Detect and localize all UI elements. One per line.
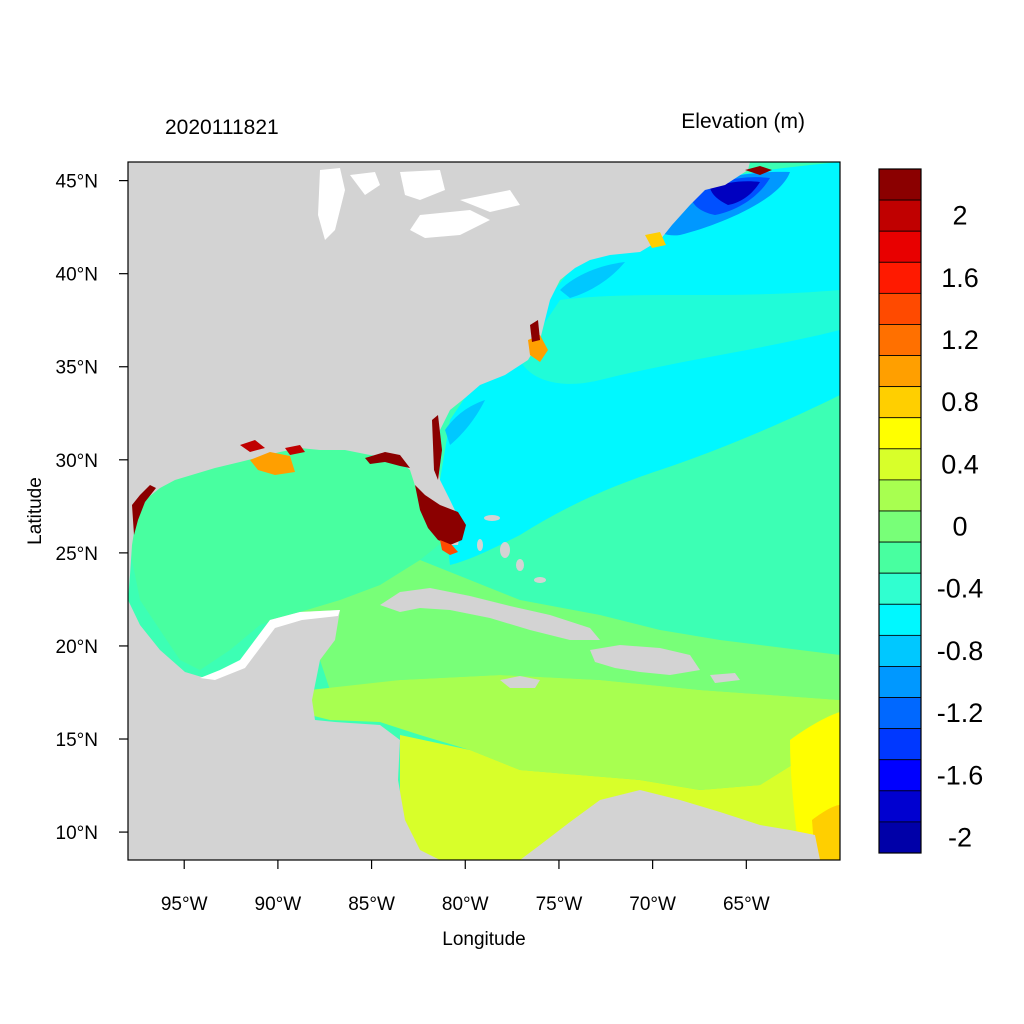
colorbar-labels: 2 1.6 1.2 0.8 0.4 0 -0.4 -0.8 -1.2 -1.6 -2	[937, 201, 984, 853]
colorbar-swatch	[878, 199, 922, 232]
yucatan-coast	[200, 610, 340, 680]
colorbar-label: -0.4	[937, 574, 984, 604]
colorbar-label: 1.6	[941, 263, 979, 293]
map-plot	[128, 162, 840, 860]
colorbar-swatch	[878, 324, 922, 356]
colorbar-label: -1.6	[937, 760, 984, 790]
colorbar-swatch	[878, 666, 922, 698]
colorbar-swatch	[878, 292, 922, 325]
longitude-axis: 95°W 90°W 85°W 80°W 75°W 70°W 65°W	[161, 860, 770, 915]
lon-tick-label: 90°W	[255, 894, 302, 915]
lat-tick-label: 45°N	[56, 172, 98, 193]
shelf-blue-se	[445, 400, 485, 445]
cape-cod-surge	[645, 232, 666, 248]
map-frame	[127, 161, 841, 861]
bahamas-islands	[477, 515, 546, 583]
colorbar-swatch	[878, 790, 922, 823]
cuba-land	[380, 588, 600, 640]
lon-tick-label: 80°W	[442, 894, 489, 915]
great-lakes	[318, 168, 520, 240]
colorbar-swatch	[878, 417, 922, 450]
hispaniola-land	[590, 645, 700, 675]
colorbar-swatch	[878, 821, 922, 854]
lat-tick-label: 25°N	[56, 544, 98, 565]
lat-tick-label: 10°N	[56, 823, 98, 844]
sw-florida-surge-edge	[440, 540, 458, 555]
colorbar-swatch	[878, 479, 922, 512]
colorbar-swatch	[878, 230, 922, 263]
left-title: 2020111821	[165, 116, 279, 139]
gulf-maine-lowest	[710, 181, 760, 205]
colorbar-swatch	[878, 759, 922, 792]
texas-coast-surge	[132, 485, 156, 535]
colorbar-label: -0.8	[937, 636, 984, 666]
big-bend-surge	[365, 452, 410, 468]
lon-tick-label: 70°W	[629, 894, 676, 915]
colorbar-swatch	[878, 448, 922, 481]
jamaica-land	[500, 676, 540, 688]
colorbar-swatch	[878, 572, 922, 605]
x-axis-label: Longitude	[442, 929, 525, 950]
lat-tick-label: 35°N	[56, 358, 98, 379]
colorbar-swatch	[878, 728, 922, 761]
sw-florida-surge	[415, 485, 466, 545]
right-title: Elevation (m)	[681, 110, 805, 133]
latitude-axis: 45°N 40°N 35°N 30°N 25°N 20°N 15°N 10°N	[56, 172, 128, 844]
colorbar-label: -2	[948, 822, 972, 852]
colorbar-swatch	[878, 386, 922, 419]
colorbar-swatch	[878, 634, 922, 667]
caribbean-central-region	[310, 675, 840, 790]
colorbar-label: 1.2	[941, 325, 979, 355]
lon-tick-label: 75°W	[536, 894, 583, 915]
colorbar-label: 0	[952, 512, 967, 542]
y-axis-label: Latitude	[25, 477, 46, 545]
east-florida-surge	[432, 415, 442, 480]
louisiana-surge	[250, 452, 295, 475]
colorbar-swatch	[878, 355, 922, 388]
colorbar-label: 0.4	[941, 449, 979, 479]
colorbar-label: 2	[952, 201, 967, 231]
chesapeake-surge	[530, 320, 540, 342]
lat-tick-label: 15°N	[56, 730, 98, 751]
north-america-land	[128, 162, 750, 600]
south-america-land	[520, 790, 820, 860]
puerto-rico-land	[710, 673, 740, 683]
central-america-land	[128, 600, 440, 860]
lon-tick-label: 85°W	[348, 894, 395, 915]
colorbar-swatch	[878, 261, 922, 294]
subtropical-cyan-region	[520, 290, 840, 384]
colorbar-swatch	[878, 510, 922, 543]
colorbar-frame	[878, 168, 922, 854]
colorbar-swatch	[878, 603, 922, 636]
lat-tick-label: 30°N	[56, 451, 98, 472]
colorbar	[878, 168, 922, 854]
nova-scotia-surge	[745, 166, 772, 175]
colorbar-swatch	[878, 168, 922, 201]
lat-tick-label: 20°N	[56, 637, 98, 658]
southeast-warmer-region	[812, 805, 840, 860]
colorbar-swatch	[878, 697, 922, 730]
louisiana-surge-red	[240, 440, 305, 455]
gulf-of-mexico-region	[128, 445, 445, 670]
colorbar-label: -1.2	[937, 698, 984, 728]
colorbar-swatch	[878, 541, 922, 574]
lon-tick-label: 65°W	[723, 894, 770, 915]
shelf-blue-ne	[560, 262, 625, 298]
colorbar-label: 0.8	[941, 387, 979, 417]
lon-tick-label: 95°W	[161, 894, 208, 915]
lat-tick-label: 40°N	[56, 265, 98, 286]
